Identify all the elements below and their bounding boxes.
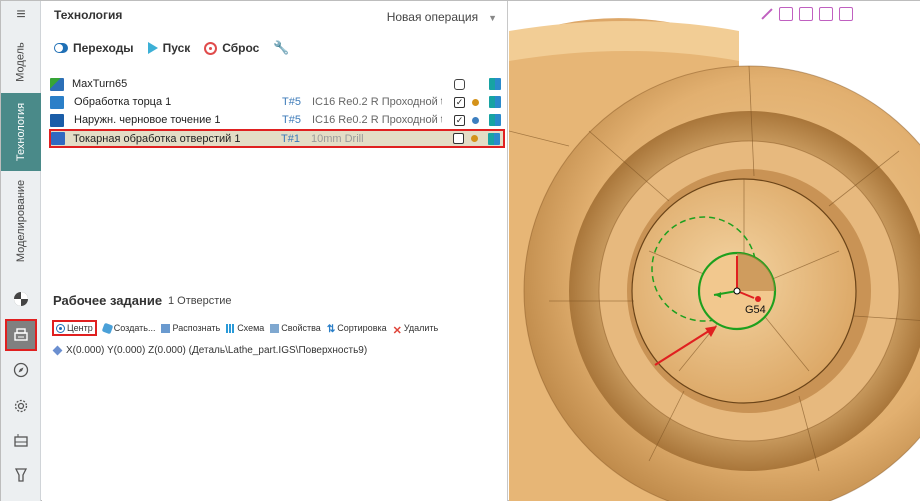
status-dot bbox=[472, 116, 479, 124]
hole-coordinates: X(0.000) Y(0.000) Z(0.000) (Деталь\Lathe… bbox=[66, 345, 368, 356]
facing-op-icon bbox=[50, 95, 64, 109]
operation-tool: T#5 bbox=[282, 96, 301, 108]
operation-tool-desc: 10mm Drill bbox=[311, 132, 364, 145]
detect-label: Распознать bbox=[172, 323, 221, 333]
tree-root-label: MaxTurn65 bbox=[72, 78, 128, 90]
start-button[interactable]: Пуск bbox=[147, 41, 191, 55]
toggle-icon bbox=[54, 43, 68, 53]
sort-label: Сортировка bbox=[337, 323, 387, 333]
left-sidebar: ≡ Модель Технология Моделирование bbox=[1, 1, 41, 501]
operation-checkbox[interactable] bbox=[453, 133, 464, 144]
properties-label: Свойства bbox=[281, 323, 321, 333]
object-icon[interactable] bbox=[489, 96, 501, 108]
edit-tool-icon[interactable] bbox=[839, 7, 853, 21]
origin-label: G54 bbox=[745, 304, 766, 316]
tab-technology[interactable]: Технология bbox=[1, 93, 41, 171]
technology-panel: Технология Новая операция ▼ Переходы Пуск… bbox=[42, 1, 508, 501]
angle-tool-icon[interactable] bbox=[779, 7, 793, 21]
operation-row[interactable]: Обработка торца 1 T#5 IC16 Re0.2 R Прохо… bbox=[50, 94, 506, 110]
drilling-op-icon bbox=[51, 132, 65, 145]
gear-icon[interactable] bbox=[9, 394, 33, 418]
panel-title: Технология bbox=[54, 8, 123, 22]
center-label: Центр bbox=[67, 323, 93, 333]
menu-icon[interactable]: ≡ bbox=[16, 6, 26, 23]
operation-row-selected[interactable]: Токарная обработка отверстий 1 T#1 10mm … bbox=[49, 129, 505, 148]
new-operation-label: Новая операция bbox=[386, 10, 479, 24]
new-operation-dropdown[interactable]: Новая операция ▼ bbox=[387, 10, 497, 24]
target-icon bbox=[56, 323, 65, 333]
delete-button[interactable]: ✕ Удалить bbox=[392, 323, 439, 337]
panel-toolbar: Переходы Пуск Сброс 🔧 bbox=[54, 39, 290, 57]
delete-icon: ✕ bbox=[392, 324, 402, 337]
create-label: Создать... bbox=[113, 323, 156, 333]
view-toolbar bbox=[759, 7, 853, 21]
operation-checkbox[interactable]: ✓ bbox=[454, 114, 465, 126]
operation-tool: T#1 bbox=[281, 132, 300, 145]
properties-icon bbox=[270, 323, 280, 333]
root-visibility-checkbox[interactable] bbox=[454, 78, 465, 90]
create-button[interactable]: Создать... bbox=[101, 322, 156, 334]
operation-row[interactable]: Наружн. черновое точение 1 T#5 IC16 Re0.… bbox=[50, 112, 506, 128]
reset-icon bbox=[204, 41, 218, 55]
tab-technology-label: Технология bbox=[15, 102, 28, 162]
tab-model-label: Модель bbox=[14, 42, 27, 82]
object-icon[interactable] bbox=[489, 78, 501, 90]
object-icon[interactable] bbox=[488, 132, 500, 145]
scheme-button[interactable]: Схема bbox=[226, 323, 264, 333]
detect-icon bbox=[161, 323, 171, 333]
properties-button[interactable]: Свойства bbox=[270, 323, 321, 333]
grid-icon bbox=[226, 323, 236, 333]
path-tool-icon[interactable] bbox=[819, 7, 833, 21]
sort-icon: ⇅ bbox=[326, 323, 336, 335]
object-icon[interactable] bbox=[489, 114, 501, 126]
chevron-down-icon: ▼ bbox=[488, 13, 497, 23]
work-assignment-toolbar: Центр Создать... Распознать Схема Свойст… bbox=[52, 319, 438, 337]
operation-tool: T#5 bbox=[282, 114, 301, 126]
line-tool-icon[interactable] bbox=[759, 7, 773, 21]
reset-button[interactable]: Сброс bbox=[204, 41, 259, 55]
operation-name: Обработка торца 1 bbox=[74, 96, 172, 108]
play-icon bbox=[147, 42, 158, 54]
transitions-toggle[interactable]: Переходы bbox=[54, 41, 134, 55]
center-button[interactable]: Центр bbox=[52, 320, 97, 336]
work-assignment-title: Рабочее задание bbox=[53, 293, 163, 308]
hole-list-item[interactable]: X(0.000) Y(0.000) Z(0.000) (Деталь\Lathe… bbox=[52, 345, 368, 356]
scheme-label: Схема bbox=[237, 323, 265, 333]
3d-viewport[interactable]: G54 bbox=[509, 1, 920, 501]
operation-name: Наружн. черновое точение 1 bbox=[74, 114, 221, 126]
transitions-label: Переходы bbox=[73, 41, 134, 55]
hole-icon bbox=[52, 345, 63, 356]
chain-tool-icon[interactable] bbox=[799, 7, 813, 21]
pie-icon[interactable] bbox=[9, 287, 33, 311]
sort-button[interactable]: ⇅ Сортировка bbox=[326, 323, 387, 335]
turning-op-icon bbox=[50, 113, 64, 127]
wrench-icon[interactable]: 🔧 bbox=[273, 40, 290, 55]
part-model: G54 bbox=[509, 18, 920, 501]
tab-modeling-label: Моделирование bbox=[15, 179, 27, 263]
status-dot bbox=[472, 98, 479, 106]
operation-tool-desc: IC16 Re0.2 R Проходной to bbox=[312, 96, 442, 108]
tab-model[interactable]: Модель bbox=[1, 31, 41, 93]
work-assignment-count: 1 Отверстие bbox=[168, 295, 232, 307]
compass-icon[interactable] bbox=[9, 358, 33, 382]
tree-root[interactable]: MaxTurn65 bbox=[50, 76, 506, 92]
operation-checkbox[interactable]: ✓ bbox=[454, 96, 465, 108]
detect-button[interactable]: Распознать bbox=[161, 323, 220, 333]
machine-icon[interactable] bbox=[9, 429, 33, 453]
create-icon bbox=[101, 322, 114, 334]
operation-name: Токарная обработка отверстий 1 bbox=[73, 132, 241, 145]
tool-holder-icon[interactable] bbox=[9, 463, 33, 487]
machine-tree-icon bbox=[50, 77, 64, 91]
tab-modeling[interactable]: Моделирование bbox=[1, 171, 41, 271]
status-dot bbox=[471, 135, 478, 142]
start-label: Пуск bbox=[162, 41, 191, 55]
printer-icon[interactable] bbox=[5, 319, 37, 351]
delete-label: Удалить bbox=[403, 323, 439, 333]
operation-tool-desc: IC16 Re0.2 R Проходной to bbox=[312, 114, 442, 126]
reset-label: Сброс bbox=[222, 41, 260, 55]
